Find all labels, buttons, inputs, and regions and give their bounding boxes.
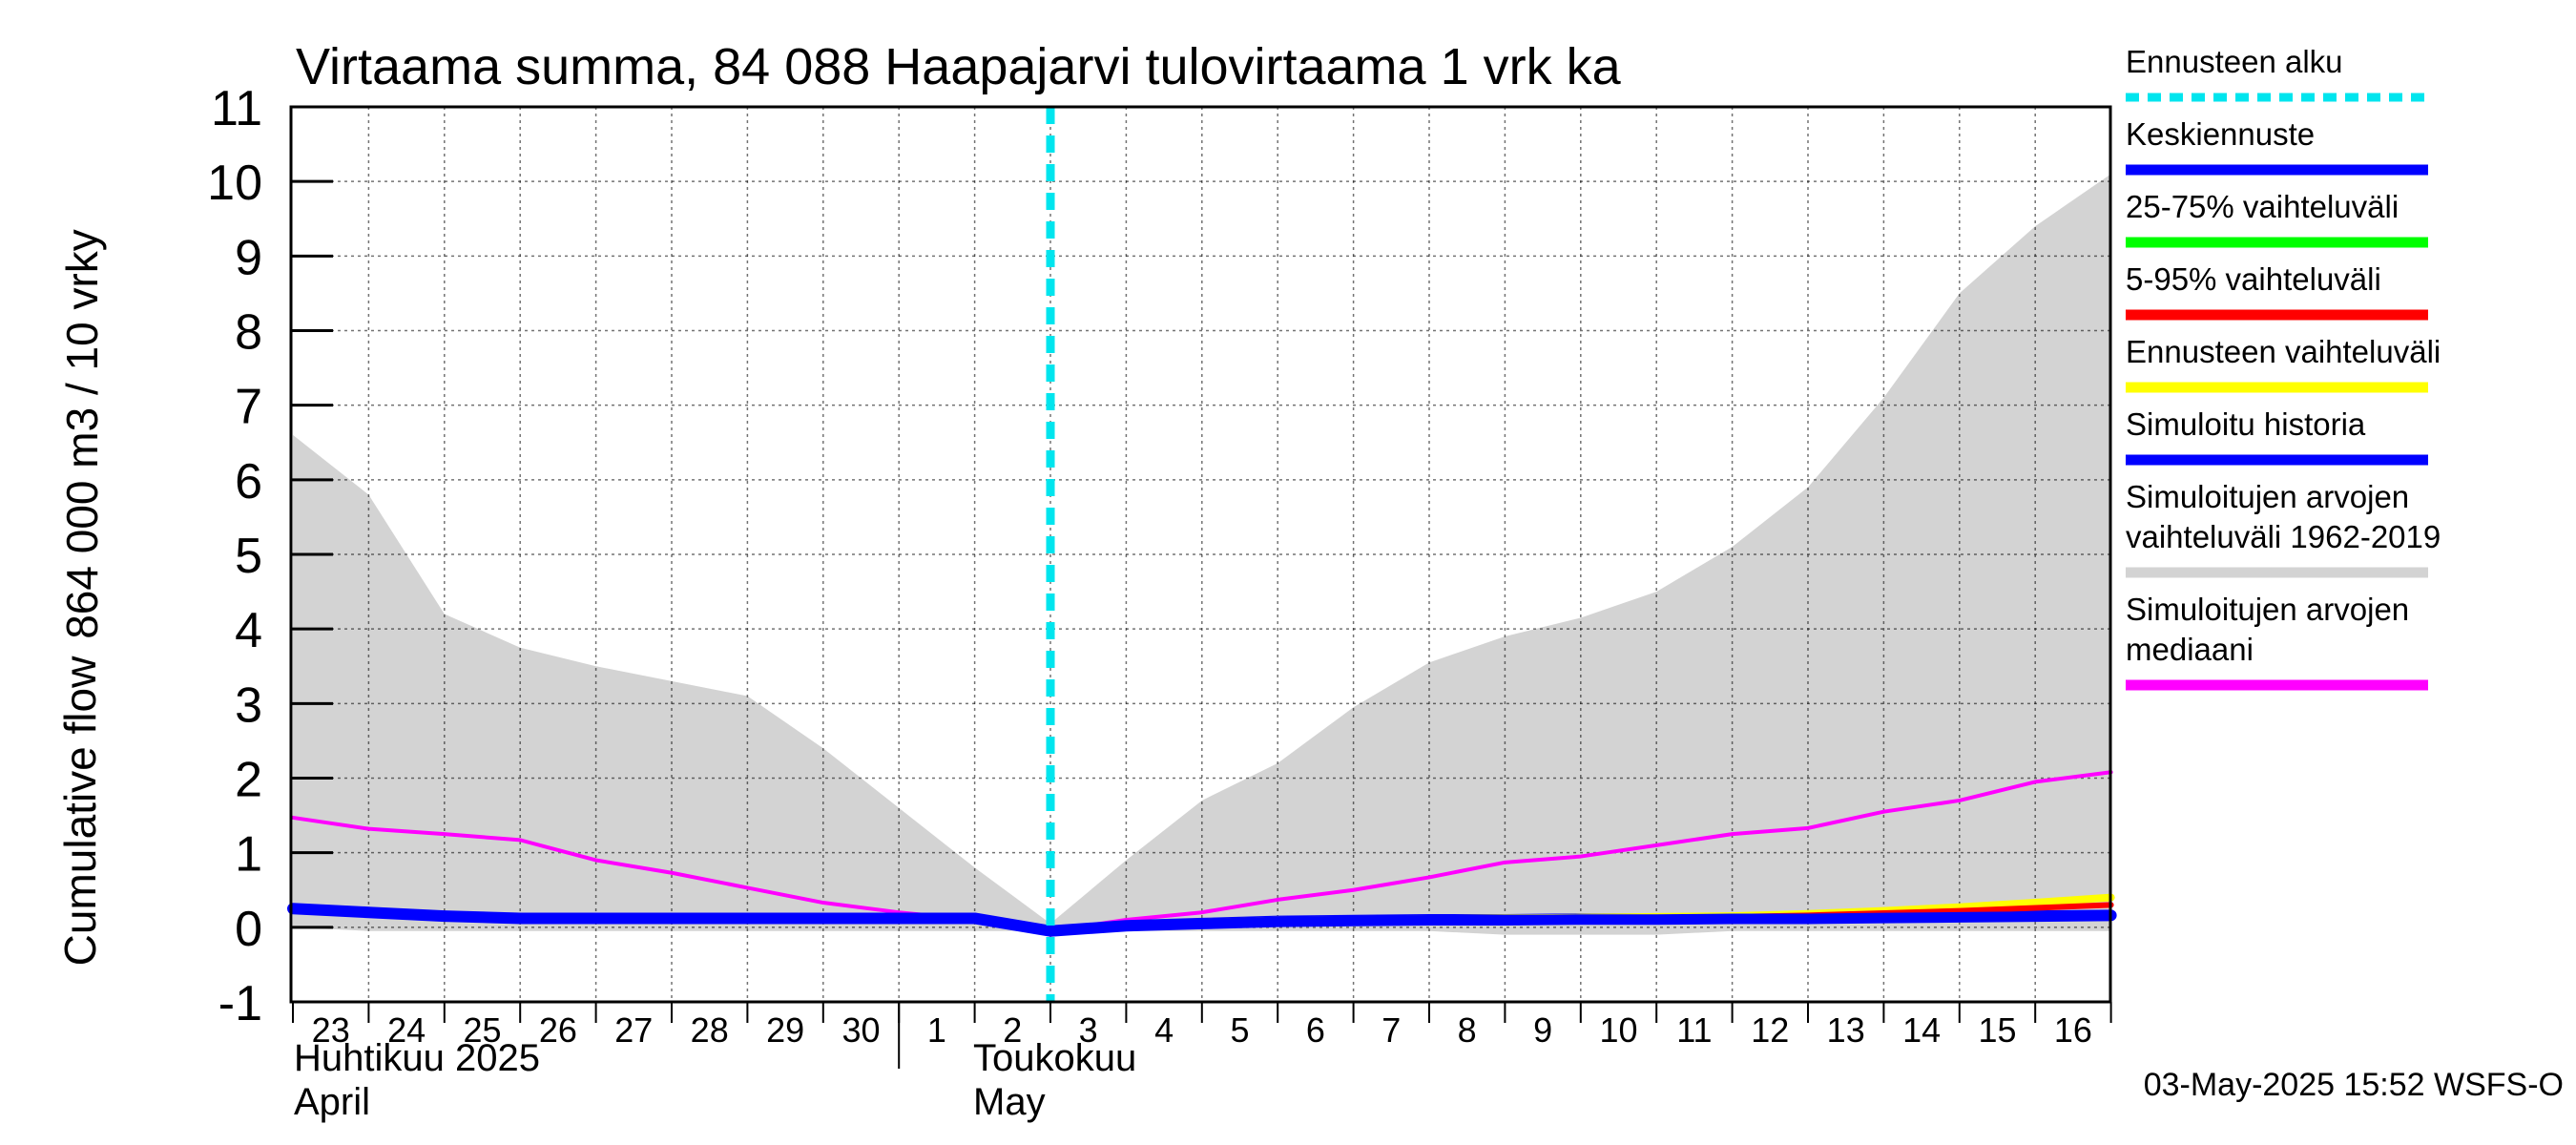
- y-tick-label: 6: [235, 454, 262, 510]
- y-tick-label: 9: [235, 230, 262, 285]
- y-axis-label-units: 864 000 m3 / 10 vrky: [57, 229, 107, 639]
- y-axis-label-title: Cumulative flow: [55, 656, 105, 966]
- y-tick-label: 7: [235, 380, 262, 435]
- x-day-label: 30: [841, 1010, 880, 1050]
- x-day-label: 5: [1230, 1010, 1249, 1050]
- month-label-may-en: May: [973, 1081, 1046, 1123]
- mean-forecast-line: [1046, 910, 2116, 936]
- x-day-label: 23: [312, 1010, 350, 1050]
- x-day-label: 27: [614, 1010, 653, 1050]
- y-tick-label: 4: [235, 603, 262, 658]
- x-day-label: 9: [1533, 1010, 1552, 1050]
- legend-label: Keskiennuste: [2126, 116, 2315, 152]
- x-day-label: 11: [1676, 1010, 1712, 1050]
- y-tick-label: 10: [207, 156, 262, 211]
- x-day-label: 28: [691, 1010, 729, 1050]
- x-day-label: 15: [1978, 1010, 2016, 1050]
- x-day-label: 6: [1306, 1010, 1325, 1050]
- x-day-label: 2: [1003, 1010, 1022, 1050]
- legend-label: Simuloitujen arvojen: [2126, 479, 2409, 514]
- y-tick-label: 3: [235, 677, 262, 733]
- legend-label: mediaani: [2126, 632, 2254, 667]
- x-day-label: 25: [463, 1010, 501, 1050]
- y-tick-label: 8: [235, 305, 262, 361]
- y-tick-label: 1: [235, 827, 262, 883]
- legend-label: vaihteluväli 1962-2019: [2126, 519, 2441, 554]
- x-day-label: 4: [1154, 1010, 1174, 1050]
- legend-label: 5-95% vaihteluväli: [2126, 261, 2381, 297]
- legend: Ennusteen alku Keskiennuste 25-75% vaihtel…: [2126, 44, 2441, 691]
- month-label-april-fi: Huhtikuu 2025: [294, 1037, 540, 1079]
- x-day-label: 24: [387, 1010, 426, 1050]
- legend-label: Ennusteen vaihteluväli: [2126, 334, 2441, 369]
- x-day-label: 1: [927, 1010, 946, 1050]
- x-day-label: 7: [1381, 1010, 1401, 1050]
- y-tick-label: 0: [235, 902, 262, 957]
- x-day-label: 10: [1599, 1010, 1637, 1050]
- x-day-label: 14: [1902, 1010, 1941, 1050]
- y-tick-label: 2: [235, 753, 262, 808]
- legend-label: Simuloitu historia: [2126, 406, 2366, 442]
- x-day-label: 26: [539, 1010, 577, 1050]
- x-day-label: 13: [1827, 1010, 1865, 1050]
- y-tick-label: -1: [218, 976, 262, 1031]
- legend-label: 25-75% vaihteluväli: [2126, 189, 2399, 224]
- y-tick-label: 5: [235, 529, 262, 584]
- x-day-label: 12: [1751, 1010, 1789, 1050]
- month-label-april-en: April: [294, 1081, 370, 1123]
- x-day-label: 29: [766, 1010, 804, 1050]
- simulated-range-area: [293, 174, 2111, 935]
- legend-label: Ennusteen alku: [2126, 44, 2343, 79]
- x-day-label: 16: [2054, 1010, 2092, 1050]
- median-line: [291, 770, 2113, 933]
- legend-label: Simuloitujen arvojen: [2126, 592, 2409, 627]
- x-day-label: 3: [1079, 1010, 1098, 1050]
- footer-timestamp: 03-May-2025 15:52 WSFS-O: [2144, 1067, 2564, 1103]
- x-day-label: 8: [1458, 1010, 1477, 1050]
- month-label-may-fi: Toukokuu: [973, 1037, 1136, 1079]
- chart-title: Virtaama summa, 84 088 Haapajarvi tulovi…: [296, 38, 1622, 95]
- y-tick-label: 11: [211, 81, 262, 136]
